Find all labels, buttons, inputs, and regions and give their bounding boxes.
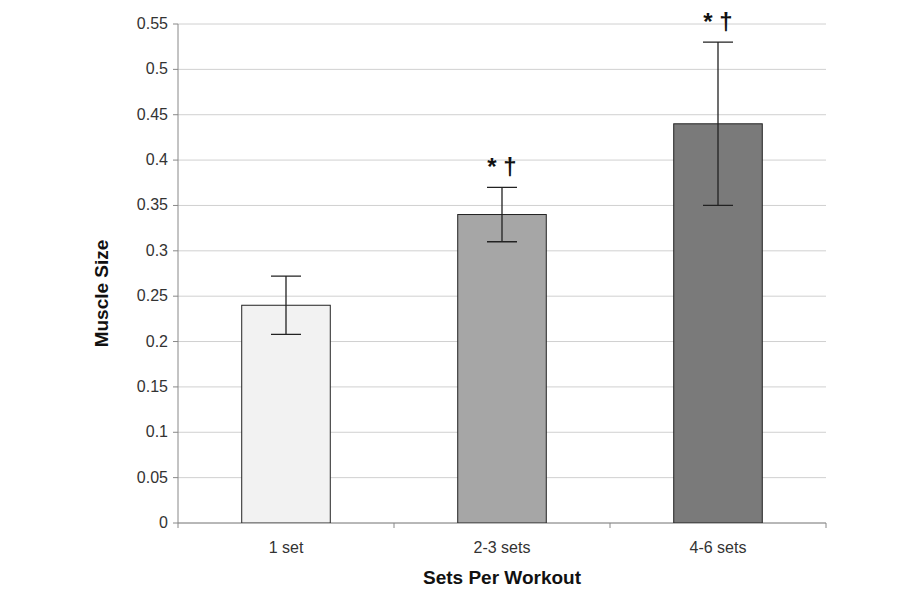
- x-tick: [394, 523, 395, 528]
- bars: [242, 42, 763, 523]
- y-tick-label: 0.2: [146, 333, 168, 350]
- x-tick-label: 2-3 sets: [474, 539, 531, 556]
- grid-line: [178, 69, 826, 70]
- y-tick-label: 0.15: [137, 378, 168, 395]
- bar: [242, 305, 331, 523]
- y-tick-label: 0.25: [137, 287, 168, 304]
- annotation: * †: [703, 8, 732, 35]
- error-bar: [271, 276, 301, 334]
- y-tick-label: 0.1: [146, 423, 168, 440]
- y-tick-label: 0.45: [137, 106, 168, 123]
- y-axis: [178, 24, 179, 523]
- y-tick-label: 0.4: [146, 151, 168, 168]
- y-tick-label: 0: [159, 514, 168, 531]
- y-tick: [173, 432, 178, 433]
- y-tick-label: 0.55: [137, 15, 168, 32]
- y-tick: [173, 477, 178, 478]
- y-tick-label: 0.35: [137, 196, 168, 213]
- y-tick: [173, 296, 178, 297]
- x-tick: [178, 523, 179, 528]
- y-tick-label: 0.05: [137, 469, 168, 486]
- x-tick-label: 4-6 sets: [690, 539, 747, 556]
- x-tick: [610, 523, 611, 528]
- error-bar: [487, 187, 517, 241]
- chart-svg: 0 0.05 0.1 0.15 0.2 0.25 0.3 0.35 0.4 0.45 0.5 0.55…: [0, 0, 900, 600]
- y-tick: [173, 205, 178, 206]
- x-tick-label: 1 set: [269, 539, 304, 556]
- y-tick: [173, 341, 178, 342]
- y-tick: [173, 250, 178, 251]
- grid: [173, 24, 826, 523]
- y-tick: [173, 386, 178, 387]
- y-tick: [173, 523, 178, 524]
- y-tick: [173, 114, 178, 115]
- y-tick: [173, 160, 178, 161]
- x-tick: [826, 523, 827, 528]
- bar: [458, 215, 547, 523]
- y-tick-label: 0.3: [146, 242, 168, 259]
- y-tick: [173, 69, 178, 70]
- x-axis-title: Sets Per Workout: [423, 567, 582, 588]
- y-tick-label: 0.5: [146, 60, 168, 77]
- y-axis-title: Muscle Size: [91, 240, 112, 348]
- chart-container: 0 0.05 0.1 0.15 0.2 0.25 0.3 0.35 0.4 0.45 0.5 0.55…: [0, 0, 900, 600]
- y-tick: [173, 24, 178, 25]
- annotation: * †: [487, 153, 516, 180]
- grid-line: [178, 114, 826, 115]
- error-bar: [703, 42, 733, 205]
